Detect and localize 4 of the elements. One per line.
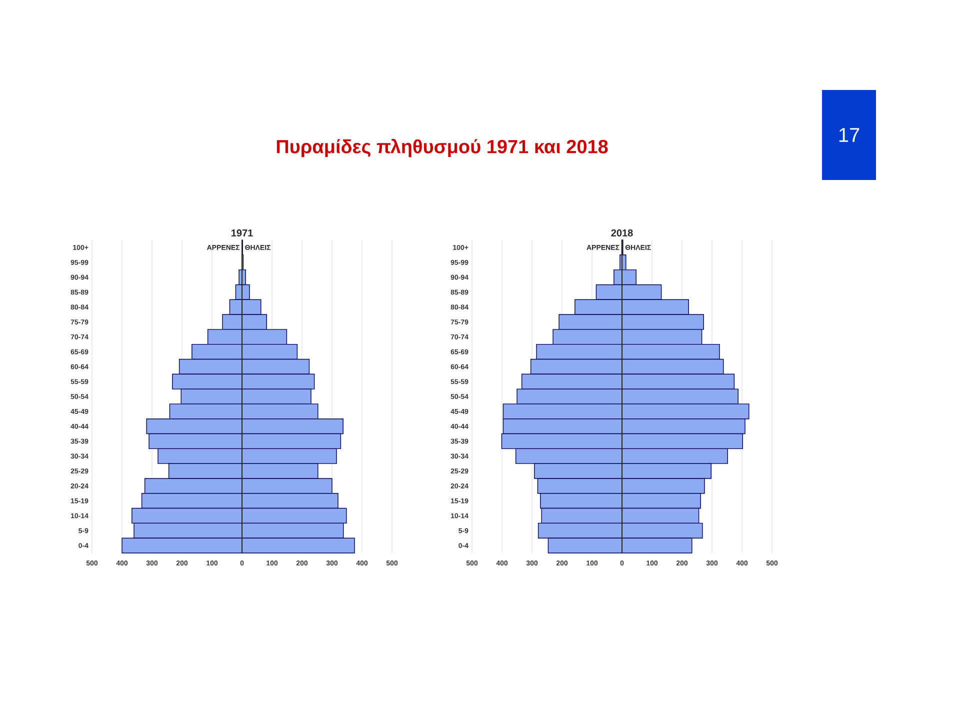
text: Πυραμίδες πληθυσμού 1971 και 2018 (276, 138, 608, 158)
chart-subtitle: 1971 (232, 229, 253, 236)
text: 17 (839, 128, 860, 142)
chart-subtitle: 2018 (611, 229, 633, 236)
